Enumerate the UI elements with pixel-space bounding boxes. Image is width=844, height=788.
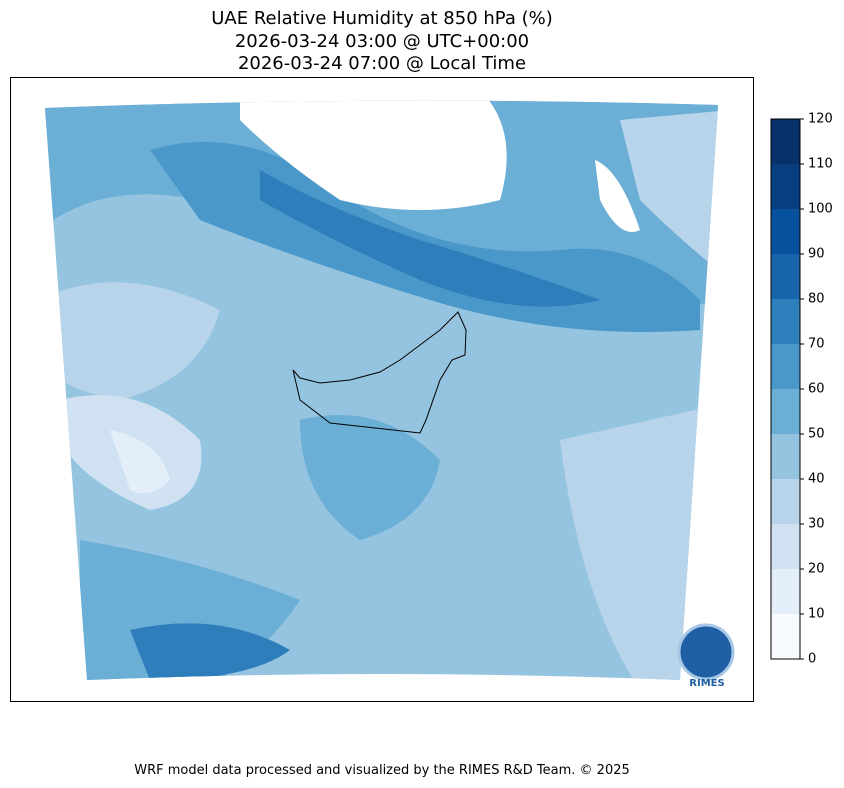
colorbar-band — [771, 524, 800, 569]
colorbar-band — [771, 479, 800, 524]
colorbar-tick-label: 10 — [808, 607, 825, 622]
colorbar-tick-label: 0 — [808, 652, 816, 667]
colorbar-tick-label: 110 — [808, 157, 833, 172]
title-line: 2026-03-24 03:00 @ UTC+00:00 — [235, 31, 529, 52]
colorbar-band — [771, 389, 800, 434]
colorbar-tick-label: 80 — [808, 292, 825, 307]
title-line: UAE Relative Humidity at 850 hPa (%) — [211, 8, 552, 29]
logo-text: RIMES — [689, 678, 724, 689]
colorbar-tick-label: 90 — [808, 247, 825, 262]
footer: WRF model data processed and visualized … — [134, 763, 630, 778]
colorbar-band — [771, 614, 800, 659]
colorbar-band — [771, 434, 800, 479]
colorbar-tick-label: 40 — [808, 472, 825, 487]
colorbar-tick-label: 100 — [808, 202, 833, 217]
title-line: 2026-03-24 07:00 @ Local Time — [238, 53, 526, 74]
colorbar-tick-label: 60 — [808, 382, 825, 397]
uae-border — [292, 311, 467, 434]
colorbar-band — [771, 569, 800, 614]
logo: RIMES — [677, 623, 735, 689]
colorbar-tick-label: 70 — [808, 337, 825, 352]
colorbar-tick-label: 120 — [808, 112, 833, 127]
humidity-field — [45, 100, 718, 681]
colorbar-tick-label: 20 — [808, 562, 825, 577]
colorbar-tick-label: 50 — [808, 427, 825, 442]
colorbar-band — [771, 344, 800, 389]
colorbar-band — [771, 119, 800, 164]
colorbar-band — [771, 254, 800, 299]
map-frame — [10, 77, 754, 702]
colorbar-band — [771, 209, 800, 254]
colorbar-band — [771, 299, 800, 344]
colorbar-band — [771, 164, 800, 209]
colorbar: 0 10 20 30 40 50 60 70 80 90 100 110 120 — [770, 112, 833, 667]
colorbar-tick-label: 30 — [808, 517, 825, 532]
